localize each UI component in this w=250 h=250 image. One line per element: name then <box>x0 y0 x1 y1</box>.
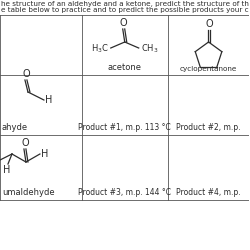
Text: H$_3$C: H$_3$C <box>91 43 109 55</box>
Text: H: H <box>3 165 11 175</box>
Text: Product #4, m.p.: Product #4, m.p. <box>176 188 241 197</box>
Text: O: O <box>120 18 128 28</box>
Text: H: H <box>41 149 48 159</box>
Text: acetone: acetone <box>108 63 142 72</box>
Text: H: H <box>45 95 52 105</box>
Text: cyclopentanone: cyclopentanone <box>180 66 237 72</box>
Text: Product #3, m.p. 144 °C: Product #3, m.p. 144 °C <box>78 188 171 197</box>
Text: he structure of an aldehyde and a ketone, predict the structure of the r: he structure of an aldehyde and a ketone… <box>1 1 250 7</box>
Text: Product #2, m.p.: Product #2, m.p. <box>176 123 241 132</box>
Text: CH$_3$: CH$_3$ <box>141 43 158 55</box>
Text: ahyde: ahyde <box>2 123 28 132</box>
Text: O: O <box>21 138 29 148</box>
Text: O: O <box>205 19 213 29</box>
Text: e table below to practice and to predict the possible products your class s: e table below to practice and to predict… <box>1 7 250 13</box>
Text: umaldehyde: umaldehyde <box>2 188 54 197</box>
Text: Product #1, m.p. 113 °C: Product #1, m.p. 113 °C <box>78 123 171 132</box>
Text: O: O <box>22 69 30 79</box>
